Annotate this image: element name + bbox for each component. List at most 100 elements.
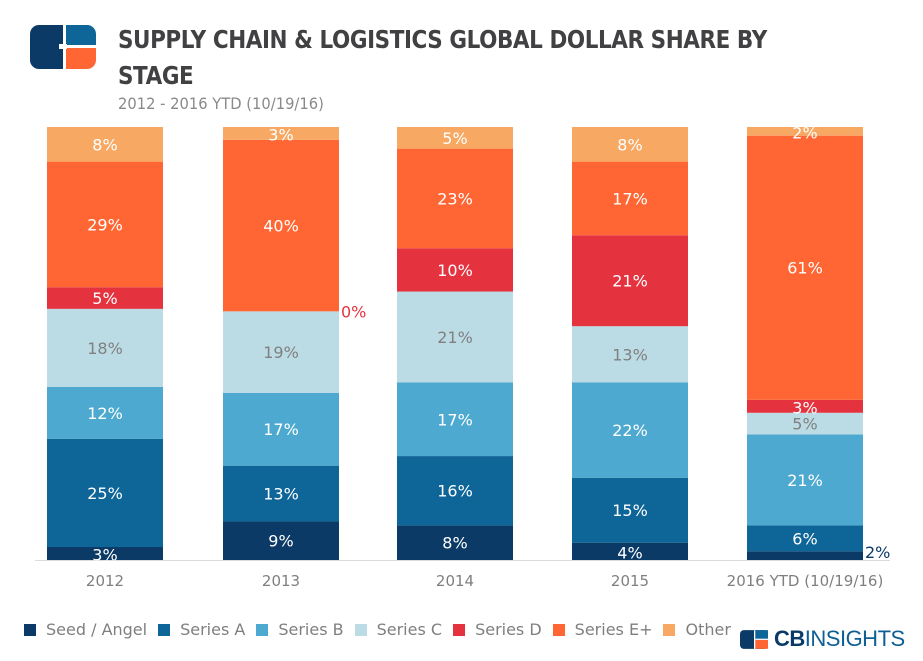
data-label: 17% bbox=[612, 189, 648, 208]
bar-segment bbox=[572, 161, 688, 236]
bar-segment bbox=[223, 127, 339, 140]
data-label: 8% bbox=[442, 534, 467, 553]
data-label: 21% bbox=[787, 471, 823, 490]
chart-legend: Seed / Angel Series A Series B Series C Seri… bbox=[24, 620, 742, 639]
bar-segment bbox=[747, 399, 863, 413]
data-label: 17% bbox=[263, 420, 299, 439]
legend-label: Seed / Angel bbox=[46, 620, 148, 639]
legend-swatch bbox=[24, 623, 36, 636]
bar-segment bbox=[572, 542, 688, 560]
x-tick-label: 2016 YTD (10/19/16) bbox=[727, 572, 884, 590]
legend-swatch bbox=[256, 623, 269, 636]
data-label: 3% bbox=[92, 546, 117, 565]
x-tick-label: 2012 bbox=[86, 572, 124, 590]
bar-segment bbox=[47, 547, 163, 560]
data-label: 19% bbox=[263, 343, 299, 362]
bar-segment bbox=[223, 521, 339, 560]
bar-segment bbox=[47, 287, 163, 309]
legend-item: Series B bbox=[256, 620, 344, 639]
outside-data-label: 2% bbox=[865, 543, 890, 562]
data-label: 18% bbox=[87, 339, 123, 358]
legend-item: Series C bbox=[354, 620, 443, 639]
legend-label: Series D bbox=[475, 620, 542, 639]
legend-item: Series E+ bbox=[552, 620, 653, 639]
brand-wordmark: CBINSIGHTS bbox=[774, 626, 905, 651]
data-label: 16% bbox=[437, 482, 473, 501]
data-label: 23% bbox=[437, 189, 473, 208]
bar-segment bbox=[47, 308, 163, 387]
data-label: 2% bbox=[792, 123, 817, 142]
legend-item: Other bbox=[663, 620, 731, 639]
data-label: 9% bbox=[268, 532, 293, 551]
x-tick-label: 2013 bbox=[262, 572, 300, 590]
bar-segment bbox=[747, 412, 863, 435]
bar-segment bbox=[223, 311, 339, 393]
legend-swatch bbox=[663, 623, 676, 636]
legend-swatch bbox=[158, 623, 171, 636]
bar-segment bbox=[223, 392, 339, 466]
data-label: 22% bbox=[612, 421, 648, 440]
bar-segment bbox=[47, 161, 163, 288]
bar-segment bbox=[223, 465, 339, 522]
legend-label: Series C bbox=[376, 620, 443, 639]
bar-segment bbox=[47, 127, 163, 162]
legend-swatch bbox=[354, 623, 367, 636]
cb-insights-logo-icon bbox=[30, 25, 96, 69]
data-label: 6% bbox=[792, 529, 817, 548]
bar-segment bbox=[747, 525, 863, 552]
data-label: 5% bbox=[792, 415, 817, 434]
bar-segment bbox=[572, 382, 688, 478]
data-label: 21% bbox=[437, 328, 473, 347]
legend-item: Series A bbox=[158, 620, 245, 639]
data-label: 5% bbox=[442, 129, 467, 148]
bar-segment bbox=[747, 127, 863, 136]
legend-swatch bbox=[453, 623, 466, 636]
data-label: 21% bbox=[612, 272, 648, 291]
chart-subtitle: 2012 - 2016 YTD (10/19/16) bbox=[118, 94, 324, 113]
outside-data-label: 0% bbox=[341, 302, 366, 321]
data-label: 25% bbox=[87, 484, 123, 503]
x-tick-label: 2015 bbox=[611, 572, 649, 590]
brand-mark-icon bbox=[740, 629, 768, 649]
bar-segment bbox=[223, 139, 339, 312]
bar-segment bbox=[572, 326, 688, 383]
bar-segment bbox=[572, 235, 688, 327]
legend-item: Series D bbox=[453, 620, 542, 639]
bar-segment bbox=[397, 525, 513, 560]
bar-segment bbox=[572, 127, 688, 162]
data-label: 5% bbox=[92, 289, 117, 308]
brand-logo: CBINSIGHTS bbox=[740, 626, 905, 652]
bar-segment bbox=[397, 456, 513, 526]
chart-title: SUPPLY CHAIN & LOGISTICS GLOBAL DOLLAR S… bbox=[118, 25, 767, 90]
data-label: 4% bbox=[617, 543, 642, 562]
legend-label: Series A bbox=[180, 620, 246, 639]
legend-label: Series E+ bbox=[574, 620, 653, 639]
bar-segment bbox=[47, 438, 163, 548]
data-label: 40% bbox=[263, 217, 299, 236]
legend-label: Series B bbox=[278, 620, 344, 639]
legend-item: Seed / Angel bbox=[24, 620, 147, 639]
bar-segment bbox=[747, 434, 863, 526]
data-label: 8% bbox=[617, 135, 642, 154]
data-label: 13% bbox=[263, 485, 299, 504]
data-label: 3% bbox=[268, 125, 293, 144]
data-label: 3% bbox=[792, 398, 817, 417]
bar-segment bbox=[747, 135, 863, 400]
bar-segment bbox=[397, 248, 513, 292]
bar-segment bbox=[397, 148, 513, 249]
x-tick-label: 2014 bbox=[436, 572, 474, 590]
bar-segment bbox=[397, 382, 513, 457]
bar-segment bbox=[397, 127, 513, 149]
bar-segment bbox=[747, 551, 863, 560]
bar-segment bbox=[572, 477, 688, 543]
legend-label: Other bbox=[685, 620, 731, 639]
data-label: 12% bbox=[87, 404, 123, 423]
legend-swatch bbox=[552, 623, 565, 636]
data-label: 29% bbox=[87, 215, 123, 234]
data-label: 17% bbox=[437, 410, 473, 429]
data-label: 13% bbox=[612, 345, 648, 364]
data-label: 15% bbox=[612, 501, 648, 520]
bar-segment bbox=[397, 291, 513, 383]
bar-segment bbox=[47, 386, 163, 439]
